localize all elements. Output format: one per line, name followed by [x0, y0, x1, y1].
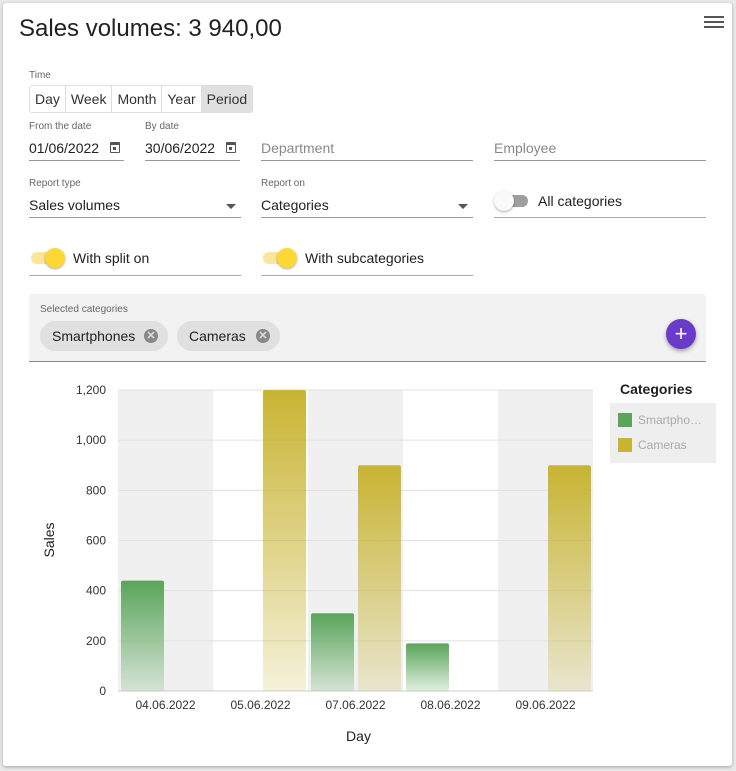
selected-categories-label: Selected categories — [40, 304, 128, 315]
page-title: Sales volumes: 3 940,00 — [19, 15, 282, 42]
y-tick-label: 800 — [86, 483, 106, 497]
legend-title: Categories — [620, 381, 693, 397]
y-tick-label: 0 — [99, 684, 106, 698]
report-on-select[interactable]: Categories — [261, 195, 473, 218]
report-type-select[interactable]: Sales volumes — [29, 195, 241, 218]
plus-icon: + — [674, 321, 688, 346]
legend-item-smartphones[interactable]: Smartpho… — [618, 413, 702, 427]
with-split-field — [29, 253, 241, 276]
y-tick-label: 200 — [86, 634, 106, 648]
chip-label: Smartphones — [52, 328, 136, 344]
bar-smartphones — [406, 643, 449, 691]
all-categories-field — [494, 195, 706, 218]
calendar-icon[interactable] — [226, 142, 236, 153]
all-categories-toggle[interactable] — [494, 191, 530, 211]
report-on-value: Categories — [261, 197, 329, 213]
all-categories-label: All categories — [538, 193, 623, 209]
x-axis-title: Day — [346, 728, 371, 744]
legend-item-cameras[interactable]: Cameras — [618, 438, 687, 452]
department-field[interactable]: Department — [261, 138, 473, 161]
with-subcategories-label: With subcategories — [305, 250, 425, 266]
legend: Smartpho… Cameras — [610, 403, 716, 463]
bar-cameras — [358, 465, 401, 691]
legend-swatch — [618, 413, 632, 427]
x-tick-label: 05.06.2022 — [230, 698, 290, 712]
time-button-group: Day Week Month Year Period — [29, 85, 254, 113]
x-tick-label: 07.06.2022 — [325, 698, 385, 712]
x-tick-label: 04.06.2022 — [135, 698, 195, 712]
employee-placeholder: Employee — [494, 140, 557, 156]
y-tick-label: 600 — [86, 534, 106, 548]
selected-categories-box: Selected categories Smartphones ✕ Camera… — [29, 294, 706, 362]
bar-cameras — [548, 465, 591, 691]
y-tick-label: 400 — [86, 584, 106, 598]
bar-smartphones — [121, 580, 164, 691]
time-label: Time — [29, 70, 51, 81]
legend-swatch — [618, 438, 632, 452]
employee-field[interactable]: Employee — [494, 138, 706, 161]
menu-icon[interactable] — [704, 13, 724, 33]
bar-smartphones — [311, 613, 354, 691]
chevron-down-icon — [458, 204, 468, 209]
from-date-label: From the date — [29, 121, 92, 132]
department-placeholder: Department — [261, 140, 335, 156]
time-option-year[interactable]: Year — [162, 86, 202, 112]
y-tick-label: 1,200 — [76, 383, 106, 397]
by-date-value: 30/06/2022 — [145, 140, 216, 156]
from-date-value: 01/06/2022 — [29, 140, 100, 156]
chevron-down-icon — [226, 204, 236, 209]
y-axis-title: Sales — [41, 522, 57, 557]
by-date-field[interactable]: 30/06/2022 — [145, 138, 240, 161]
report-type-label: Report type — [29, 178, 81, 189]
category-chip-smartphones[interactable]: Smartphones ✕ — [40, 321, 168, 351]
calendar-icon[interactable] — [110, 142, 120, 153]
time-option-week[interactable]: Week — [66, 86, 113, 112]
legend-label: Smartpho… — [638, 413, 703, 427]
legend-label: Cameras — [638, 438, 687, 452]
x-tick-label: 09.06.2022 — [515, 698, 575, 712]
report-on-label: Report on — [261, 178, 305, 189]
by-date-label: By date — [145, 121, 179, 132]
time-option-month[interactable]: Month — [112, 86, 163, 112]
time-option-period[interactable]: Period — [201, 86, 253, 112]
with-subcategories-field — [261, 253, 473, 276]
time-option-day[interactable]: Day — [30, 86, 66, 112]
sales-chart: 0 200 400 600 800 1,000 1,200 04.06.2022 05.06.2… — [41, 383, 593, 744]
from-date-field[interactable]: 01/06/2022 — [29, 138, 124, 161]
add-category-button[interactable]: + — [666, 319, 696, 349]
with-split-label: With split on — [73, 250, 150, 266]
report-type-value: Sales volumes — [29, 197, 121, 213]
chip-label: Cameras — [189, 328, 246, 344]
close-icon[interactable]: ✕ — [256, 329, 270, 343]
report-card: Sales volumes: 3 940,00 Time Day Week Mo… — [3, 3, 732, 766]
y-tick-label: 1,000 — [76, 433, 106, 447]
close-icon[interactable]: ✕ — [144, 329, 158, 343]
x-tick-label: 08.06.2022 — [420, 698, 480, 712]
bar-cameras — [263, 390, 306, 691]
category-chip-cameras[interactable]: Cameras ✕ — [177, 321, 280, 351]
with-subcategories-toggle[interactable] — [261, 248, 297, 268]
with-split-toggle[interactable] — [29, 248, 65, 268]
